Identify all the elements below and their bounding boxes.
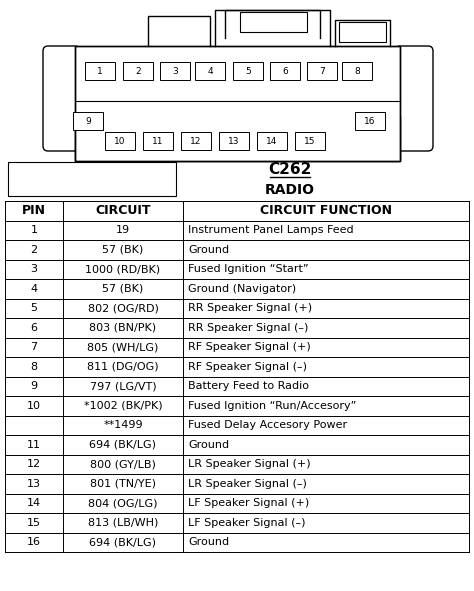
Text: Ground: Ground — [188, 440, 229, 450]
Text: **1499: **1499 — [103, 420, 143, 430]
Text: 16: 16 — [364, 116, 376, 125]
Bar — [195, 62, 225, 80]
Bar — [270, 62, 300, 80]
Text: 3: 3 — [172, 67, 178, 76]
Text: 9: 9 — [30, 381, 37, 391]
Text: Ground: Ground — [188, 245, 229, 255]
Bar — [355, 112, 385, 130]
Text: 1: 1 — [97, 67, 103, 76]
Text: 13: 13 — [27, 479, 41, 489]
Text: 5: 5 — [30, 303, 37, 313]
Text: C262: C262 — [268, 163, 312, 177]
Text: * W/PREMIUM RADIO: * W/PREMIUM RADIO — [13, 167, 126, 177]
Text: RF Speaker Signal (–): RF Speaker Signal (–) — [188, 362, 307, 372]
Text: RR Speaker Signal (–): RR Speaker Signal (–) — [188, 323, 309, 333]
Text: 9: 9 — [85, 116, 91, 125]
Text: 1: 1 — [30, 225, 37, 235]
Text: 801 (TN/YE): 801 (TN/YE) — [90, 479, 156, 489]
Text: 11: 11 — [27, 440, 41, 450]
Text: CIRCUIT: CIRCUIT — [95, 204, 151, 217]
Bar — [240, 12, 307, 32]
Text: 803 (BN/PK): 803 (BN/PK) — [90, 323, 156, 333]
Bar — [123, 62, 153, 80]
Text: 57 (BK): 57 (BK) — [102, 245, 144, 255]
Text: 2: 2 — [30, 245, 37, 255]
Text: 3: 3 — [30, 264, 37, 274]
Text: 14: 14 — [266, 137, 278, 145]
Text: *1002 (BK/PK): *1002 (BK/PK) — [84, 401, 162, 411]
Bar — [105, 132, 135, 150]
Text: Instrument Panel Lamps Feed: Instrument Panel Lamps Feed — [188, 225, 354, 235]
Text: PIN: PIN — [22, 204, 46, 217]
Text: Battery Feed to Radio: Battery Feed to Radio — [188, 381, 309, 391]
Text: 4: 4 — [30, 284, 37, 294]
Text: 14: 14 — [27, 498, 41, 508]
Text: 1000 (RD/BK): 1000 (RD/BK) — [85, 264, 161, 274]
Text: LR Speaker Signal (–): LR Speaker Signal (–) — [188, 479, 307, 489]
Text: Ground (Navigator): Ground (Navigator) — [188, 284, 296, 294]
Text: LR Speaker Signal (+): LR Speaker Signal (+) — [188, 459, 310, 469]
Text: 13: 13 — [228, 137, 240, 145]
Text: 19: 19 — [116, 225, 130, 235]
Text: Fused Ignition “Run/Accesory”: Fused Ignition “Run/Accesory” — [188, 401, 356, 411]
Text: 804 (OG/LG): 804 (OG/LG) — [88, 498, 158, 508]
Bar — [339, 22, 386, 42]
Text: 11: 11 — [152, 137, 164, 145]
Text: RR Speaker Signal (+): RR Speaker Signal (+) — [188, 303, 312, 313]
Text: 805 (WH/LG): 805 (WH/LG) — [87, 342, 159, 352]
Bar — [257, 132, 287, 150]
Bar — [219, 132, 249, 150]
Text: 16: 16 — [27, 537, 41, 547]
Text: Fused Ignition “Start”: Fused Ignition “Start” — [188, 264, 309, 274]
Text: RADIO: RADIO — [265, 183, 315, 197]
Text: 813 (LB/WH): 813 (LB/WH) — [88, 518, 158, 528]
Bar — [8, 162, 176, 196]
Text: 802 (OG/RD): 802 (OG/RD) — [88, 303, 158, 313]
Text: 57 (BK): 57 (BK) — [102, 284, 144, 294]
Text: 811 (DG/OG): 811 (DG/OG) — [87, 362, 159, 372]
Text: 12: 12 — [27, 459, 41, 469]
Bar — [75, 46, 400, 161]
Text: 15: 15 — [27, 518, 41, 528]
Text: 7: 7 — [319, 67, 325, 76]
Text: 797 (LG/VT): 797 (LG/VT) — [90, 381, 156, 391]
FancyBboxPatch shape — [43, 46, 80, 151]
Bar — [342, 62, 372, 80]
Text: 5: 5 — [245, 67, 251, 76]
Bar — [85, 62, 115, 80]
Text: LF Speaker Signal (+): LF Speaker Signal (+) — [188, 498, 309, 508]
Bar — [75, 116, 400, 161]
Text: 12: 12 — [191, 137, 202, 145]
Text: 15: 15 — [304, 137, 316, 145]
Text: 10: 10 — [114, 137, 126, 145]
Text: 7: 7 — [30, 342, 37, 352]
Bar — [143, 132, 173, 150]
Text: 6: 6 — [282, 67, 288, 76]
Text: 2: 2 — [135, 67, 141, 76]
Text: 10: 10 — [27, 401, 41, 411]
Bar — [295, 132, 325, 150]
Bar — [75, 46, 400, 161]
Bar — [73, 112, 103, 130]
Text: Ground: Ground — [188, 537, 229, 547]
Text: LF Speaker Signal (–): LF Speaker Signal (–) — [188, 518, 306, 528]
Bar — [307, 62, 337, 80]
Text: 6: 6 — [30, 323, 37, 333]
Text: 694 (BK/LG): 694 (BK/LG) — [90, 537, 156, 547]
Text: 8: 8 — [354, 67, 360, 76]
Text: 8: 8 — [30, 362, 37, 372]
FancyBboxPatch shape — [395, 46, 433, 151]
Text: 800 (GY/LB): 800 (GY/LB) — [90, 459, 156, 469]
Text: Fused Delay Accesory Power: Fused Delay Accesory Power — [188, 420, 347, 430]
Text: CIRCUIT FUNCTION: CIRCUIT FUNCTION — [260, 204, 392, 217]
Bar — [160, 62, 190, 80]
Bar — [233, 62, 263, 80]
Text: 694 (BK/LG): 694 (BK/LG) — [90, 440, 156, 450]
Text: ** W/SUPER SOUND: ** W/SUPER SOUND — [13, 181, 119, 191]
Bar — [181, 132, 211, 150]
Text: 4: 4 — [207, 67, 213, 76]
Text: RF Speaker Signal (+): RF Speaker Signal (+) — [188, 342, 311, 352]
